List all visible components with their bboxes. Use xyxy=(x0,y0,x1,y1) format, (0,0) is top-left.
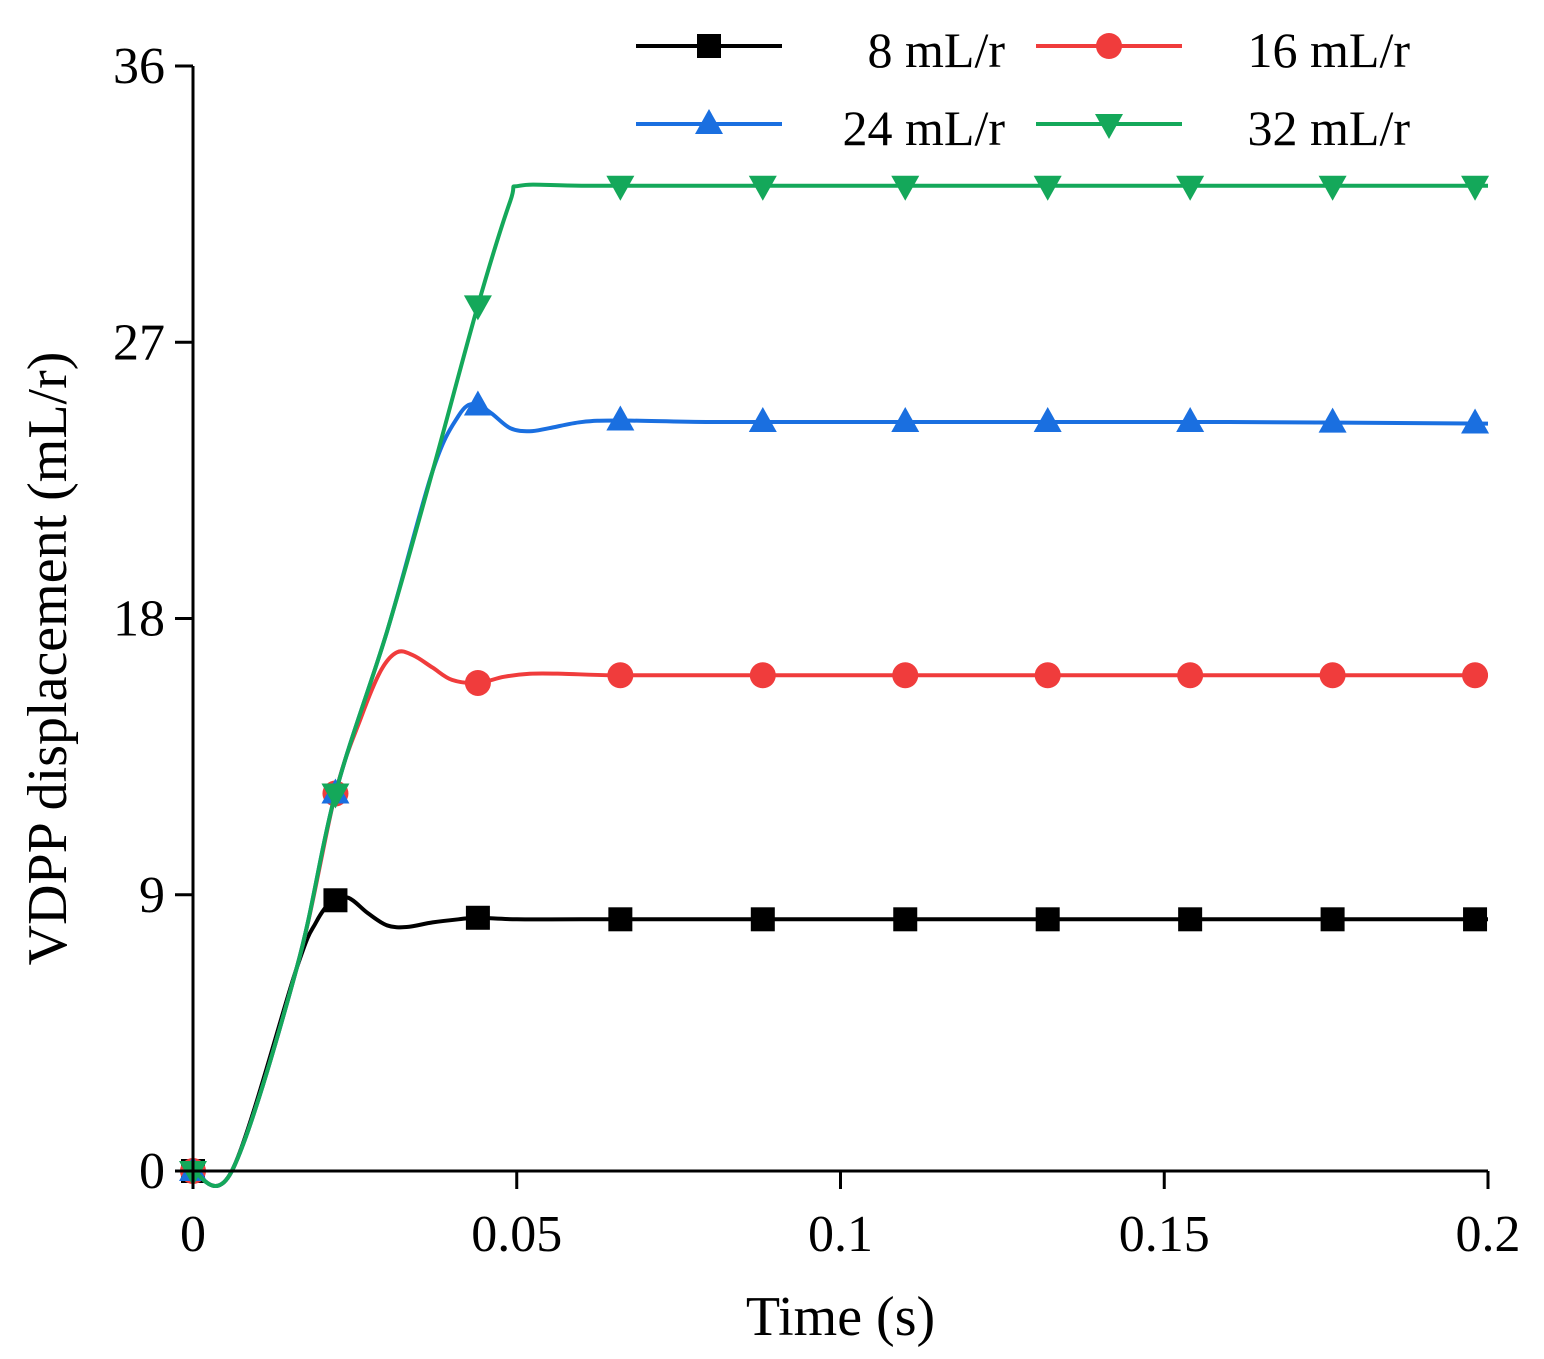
series-point xyxy=(749,662,776,689)
series-point xyxy=(464,669,491,696)
series-point xyxy=(1034,662,1061,689)
series-point xyxy=(463,390,492,416)
legend-marker xyxy=(695,109,723,134)
axes-layer xyxy=(191,66,1488,1173)
series-point xyxy=(1318,407,1347,433)
legend-marker xyxy=(697,34,721,58)
series-point xyxy=(891,175,920,201)
series-point xyxy=(1176,175,1205,201)
series-point xyxy=(323,888,348,913)
series-point xyxy=(892,662,919,689)
series-point xyxy=(465,905,490,930)
series-point xyxy=(1318,175,1347,201)
series-point xyxy=(1178,907,1203,932)
series-point xyxy=(607,662,634,689)
x-tick-label: 0.1 xyxy=(808,1206,873,1263)
series-point xyxy=(1033,175,1062,201)
series-point xyxy=(1033,407,1062,433)
series-point xyxy=(1461,408,1490,434)
x-axis-title: Time (s) xyxy=(746,1286,935,1348)
series-point xyxy=(748,407,777,433)
y-tick-label: 9 xyxy=(139,867,165,924)
x-tick-label: 0.2 xyxy=(1456,1206,1521,1263)
legend-marker xyxy=(1096,33,1122,59)
series-point xyxy=(1176,407,1205,433)
series-point xyxy=(1461,175,1490,201)
series-point xyxy=(1319,662,1346,689)
series-point xyxy=(463,295,492,321)
legend-label: 24 mL/r xyxy=(843,100,1006,156)
y-tick-label: 27 xyxy=(113,314,165,371)
y-axis-title: VDPP displacement (mL/r) xyxy=(17,352,79,966)
y-tick-label: 36 xyxy=(113,38,165,95)
legend-label: 16 mL/r xyxy=(1248,22,1411,78)
legend: 8 mL/r 16 mL/r 24 mL/r 32 mL/r xyxy=(636,22,1410,156)
series-point xyxy=(321,783,350,809)
series-point xyxy=(1463,907,1488,932)
series-24-ml-r xyxy=(179,390,1490,1188)
ticks-layer: 0 9 18 27 36 0 0.05 0.1 0.15 0.2 xyxy=(113,38,1521,1263)
series-point xyxy=(748,175,777,201)
legend-marker xyxy=(1095,114,1123,139)
series-point xyxy=(1462,662,1489,689)
series-point xyxy=(608,907,633,932)
series-32-ml-r xyxy=(179,175,1490,1188)
x-tick-label: 0 xyxy=(180,1206,206,1263)
series-point xyxy=(750,907,775,932)
series-line xyxy=(192,182,1488,1188)
series-point xyxy=(1035,907,1060,932)
series-point xyxy=(893,907,918,932)
series-point xyxy=(606,175,635,201)
x-tick-label: 0.05 xyxy=(471,1206,562,1263)
legend-label: 8 mL/r xyxy=(868,22,1006,78)
legend-label: 32 mL/r xyxy=(1248,100,1411,156)
series-line xyxy=(192,894,1488,1188)
series-line xyxy=(192,401,1489,1188)
y-tick-label: 18 xyxy=(113,591,165,648)
series-point xyxy=(606,405,635,431)
y-tick-label: 0 xyxy=(139,1143,165,1200)
series-point xyxy=(1320,907,1345,932)
x-tick-label: 0.15 xyxy=(1119,1206,1210,1263)
series-8-ml-r xyxy=(181,888,1488,1188)
series-point xyxy=(1177,662,1204,689)
series-point xyxy=(891,407,920,433)
series-layer xyxy=(179,175,1490,1188)
